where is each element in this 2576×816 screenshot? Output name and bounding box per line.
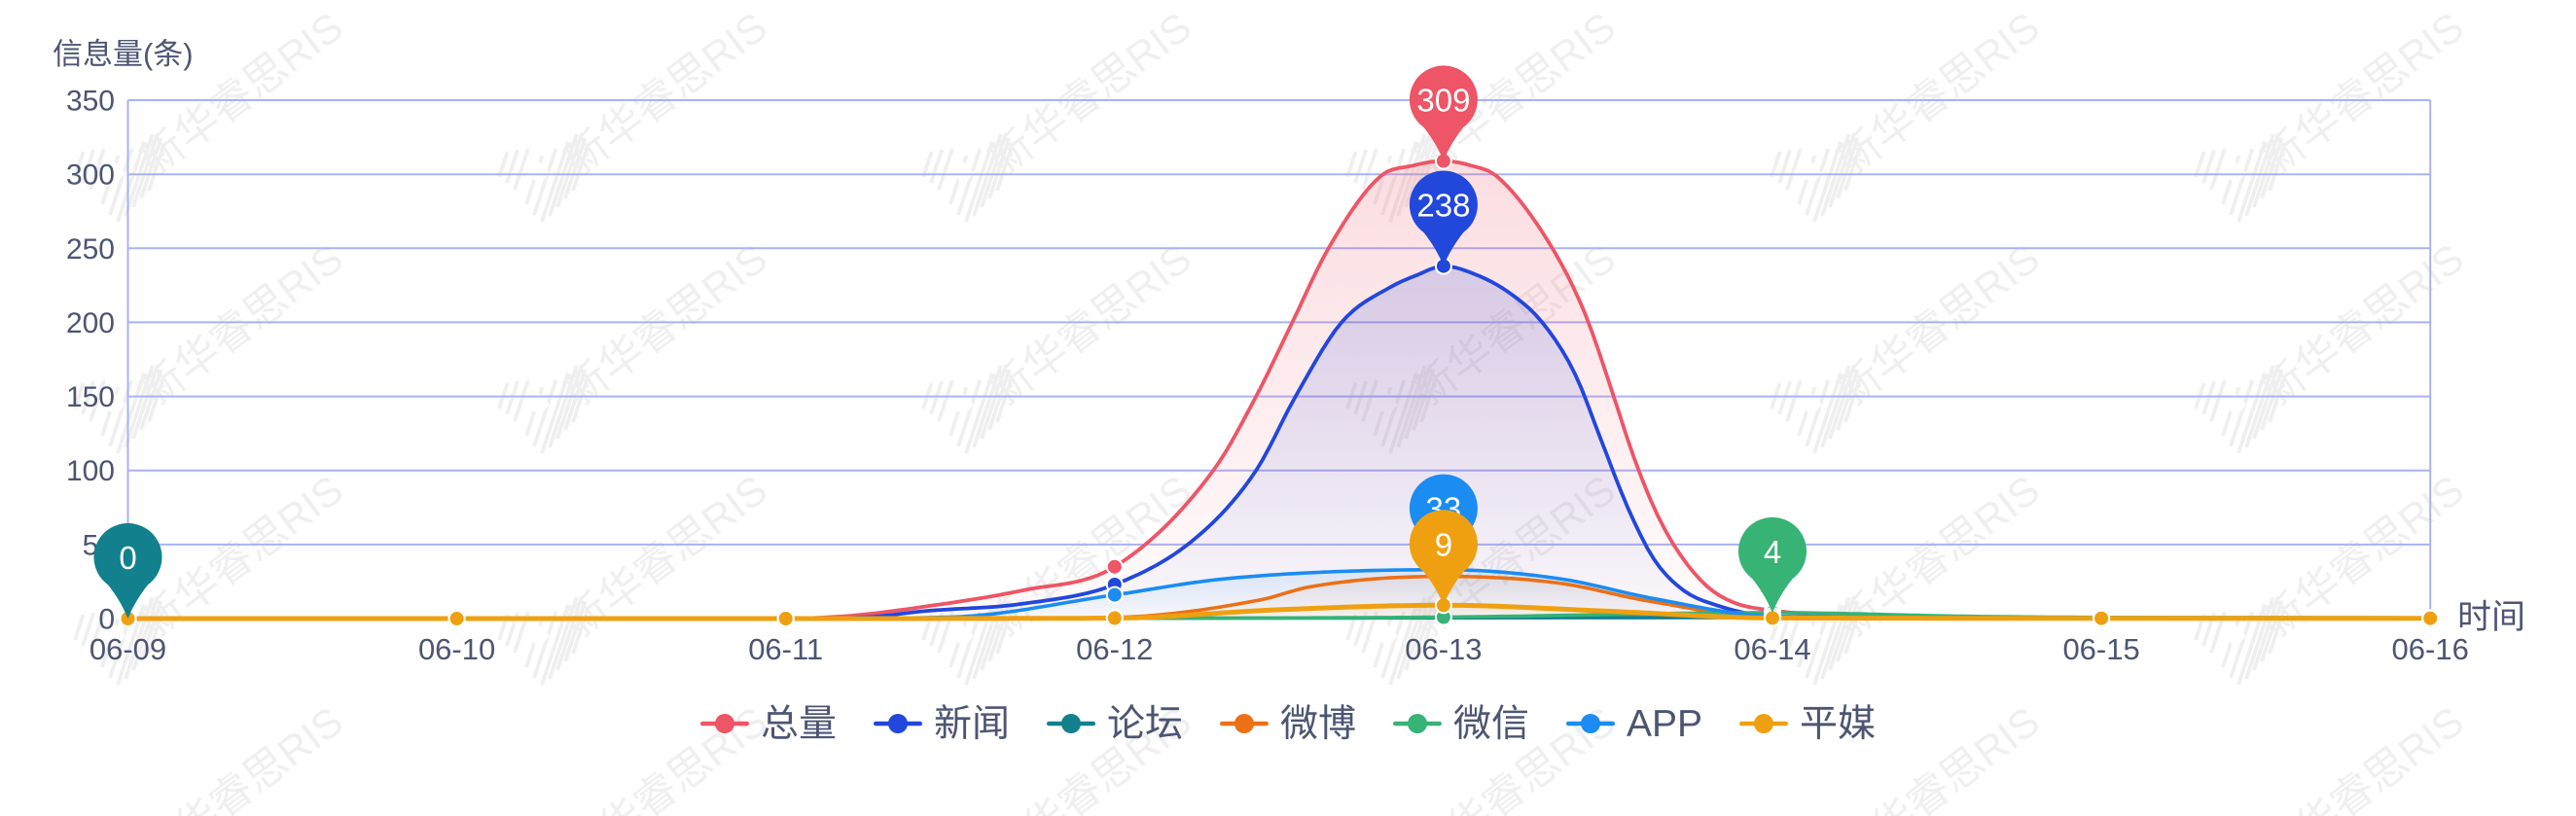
- svg-text:06-09: 06-09: [89, 632, 166, 666]
- svg-text:06-12: 06-12: [1076, 632, 1153, 666]
- svg-text:200: 200: [66, 307, 115, 339]
- svg-text:(: (: [143, 37, 154, 71]
- svg-text:06-11: 06-11: [748, 632, 823, 666]
- svg-text:4: 4: [1764, 534, 1781, 570]
- svg-text:300: 300: [66, 160, 115, 192]
- svg-text:100: 100: [66, 455, 115, 487]
- svg-text:0: 0: [98, 604, 115, 636]
- svg-text:06-16: 06-16: [2392, 632, 2469, 666]
- svg-text:150: 150: [66, 381, 115, 413]
- svg-text:06-15: 06-15: [2062, 632, 2139, 666]
- svg-text:): ): [183, 37, 193, 71]
- svg-text:250: 250: [66, 233, 115, 266]
- svg-text:06-14: 06-14: [1734, 632, 1810, 666]
- svg-text:309: 309: [1416, 83, 1470, 119]
- svg-text:06-10: 06-10: [418, 632, 495, 666]
- svg-text:9: 9: [1435, 526, 1452, 562]
- svg-text:06-13: 06-13: [1405, 632, 1482, 666]
- svg-text:238: 238: [1416, 188, 1470, 224]
- svg-text:350: 350: [66, 86, 115, 118]
- svg-text:0: 0: [119, 540, 136, 576]
- svg-text:APP: APP: [1627, 703, 1702, 745]
